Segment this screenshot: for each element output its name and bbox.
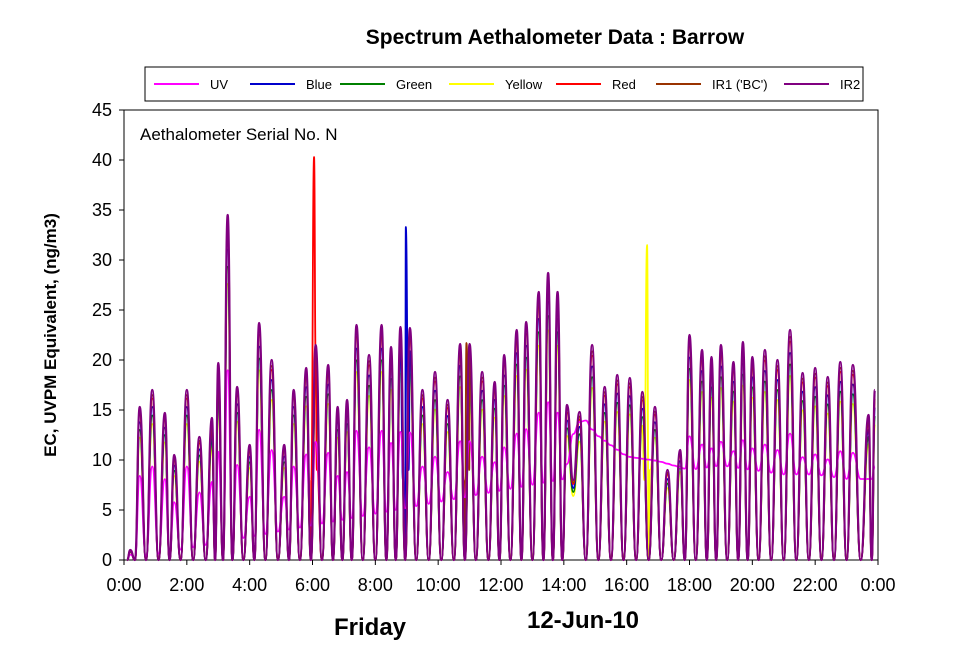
- chart-title: Spectrum Aethalometer Data : Barrow: [366, 26, 745, 49]
- legend-label: Blue: [306, 77, 332, 92]
- legend-label: Yellow: [505, 77, 543, 92]
- x-tick-label: 0:00: [860, 575, 895, 595]
- x-tick-label: 12:00: [478, 575, 523, 595]
- y-tick-label: 40: [92, 150, 112, 170]
- x-tick-label: 8:00: [358, 575, 393, 595]
- y-tick-label: 20: [92, 350, 112, 370]
- y-tick-label: 35: [92, 200, 112, 220]
- y-tick-label: 45: [92, 100, 112, 120]
- x-tick-label: 22:00: [793, 575, 838, 595]
- y-tick-label: 30: [92, 250, 112, 270]
- y-axis-label: EC, UVPM Equivalent, (ng/m3): [41, 213, 60, 457]
- legend-label: Red: [612, 77, 636, 92]
- y-axis: 0 5 10 15 20 25 30 35 40 45: [92, 100, 124, 570]
- y-tick-label: 10: [92, 450, 112, 470]
- x-tick-label: 20:00: [730, 575, 775, 595]
- legend-label: IR1 ('BC'): [712, 77, 768, 92]
- legend-label: UV: [210, 77, 228, 92]
- series-layer: [126, 156, 876, 562]
- annotation: Aethalometer Serial No. N: [140, 125, 337, 144]
- y-tick-label: 5: [102, 500, 112, 520]
- x-axis: 0:00 2:00 4:00 6:00 8:00 10:00 12:00 14:00 16:00…: [106, 560, 896, 595]
- y-tick-label: 15: [92, 400, 112, 420]
- x-tick-label: 14:00: [541, 575, 586, 595]
- x-tick-label: 10:00: [416, 575, 461, 595]
- legend-label: IR2: [840, 77, 860, 92]
- series-line-ir2: [126, 213, 876, 562]
- footer-date: 12-Jun-10: [527, 607, 639, 634]
- legend-label: Green: [396, 77, 432, 92]
- x-tick-label: 0:00: [106, 575, 141, 595]
- y-tick-label: 0: [102, 550, 112, 570]
- x-tick-label: 18:00: [667, 575, 712, 595]
- footer-day: Friday: [334, 614, 407, 641]
- legend: UV Blue Green Yellow Red IR1 ('BC') IR2: [144, 66, 864, 102]
- x-tick-label: 4:00: [232, 575, 267, 595]
- y-tick-label: 25: [92, 300, 112, 320]
- x-tick-label: 16:00: [604, 575, 649, 595]
- x-tick-label: 6:00: [295, 575, 330, 595]
- x-tick-label: 2:00: [169, 575, 204, 595]
